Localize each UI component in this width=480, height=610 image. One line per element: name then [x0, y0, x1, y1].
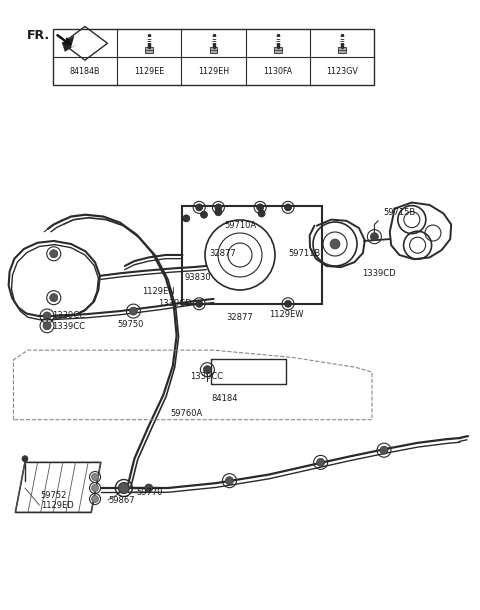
- Bar: [182, 206, 322, 304]
- Circle shape: [50, 249, 58, 258]
- Bar: [274, 47, 282, 53]
- Circle shape: [119, 483, 129, 493]
- Circle shape: [196, 300, 203, 307]
- Text: 1123GV: 1123GV: [326, 67, 358, 76]
- Circle shape: [226, 476, 233, 485]
- Circle shape: [285, 204, 291, 211]
- Circle shape: [330, 239, 340, 249]
- Bar: [338, 47, 346, 53]
- Text: 59752: 59752: [41, 491, 67, 500]
- Text: 59715B: 59715B: [383, 208, 415, 217]
- Polygon shape: [62, 35, 78, 52]
- Bar: [210, 47, 217, 53]
- Text: 1129ED: 1129ED: [41, 501, 73, 509]
- Circle shape: [43, 321, 51, 330]
- Circle shape: [92, 473, 98, 481]
- Text: 1129EH: 1129EH: [198, 67, 229, 76]
- Circle shape: [215, 204, 222, 211]
- Circle shape: [371, 232, 378, 241]
- Text: 32877: 32877: [209, 249, 236, 257]
- Text: 59770: 59770: [137, 489, 163, 497]
- Circle shape: [145, 484, 153, 492]
- Circle shape: [257, 204, 264, 211]
- Text: 59750: 59750: [118, 320, 144, 329]
- Text: 1339CC: 1339CC: [52, 322, 85, 331]
- Circle shape: [92, 495, 98, 503]
- Text: 1129EE: 1129EE: [134, 67, 165, 76]
- Text: 1339CD: 1339CD: [362, 269, 396, 278]
- Circle shape: [22, 456, 28, 462]
- Circle shape: [183, 215, 190, 222]
- Circle shape: [43, 312, 51, 320]
- Text: 59867: 59867: [108, 496, 134, 504]
- Circle shape: [317, 458, 324, 467]
- Text: 59711B: 59711B: [288, 249, 320, 257]
- Text: 84184B: 84184B: [70, 67, 100, 76]
- Text: 1129EN: 1129EN: [142, 287, 174, 296]
- Text: 84184: 84184: [211, 395, 238, 403]
- Text: 1339CC: 1339CC: [190, 373, 223, 381]
- Circle shape: [215, 209, 222, 216]
- Bar: [53, 29, 374, 85]
- Circle shape: [380, 446, 388, 454]
- Text: 1339CD: 1339CD: [158, 300, 192, 308]
- Circle shape: [285, 300, 291, 307]
- Circle shape: [258, 210, 265, 217]
- Bar: [145, 47, 153, 53]
- Circle shape: [201, 211, 207, 218]
- Circle shape: [92, 484, 98, 492]
- Text: 93830: 93830: [185, 273, 211, 282]
- Circle shape: [130, 307, 137, 315]
- Text: 1130FA: 1130FA: [264, 67, 292, 76]
- Text: 1129EW: 1129EW: [269, 310, 303, 318]
- Text: FR.: FR.: [26, 29, 49, 42]
- Circle shape: [196, 204, 203, 211]
- Circle shape: [204, 365, 211, 374]
- Text: 59710A: 59710A: [225, 221, 257, 230]
- Text: 59760A: 59760A: [170, 409, 203, 418]
- Text: 32877: 32877: [227, 313, 253, 321]
- Circle shape: [50, 293, 58, 302]
- Text: 1339CC: 1339CC: [52, 312, 85, 320]
